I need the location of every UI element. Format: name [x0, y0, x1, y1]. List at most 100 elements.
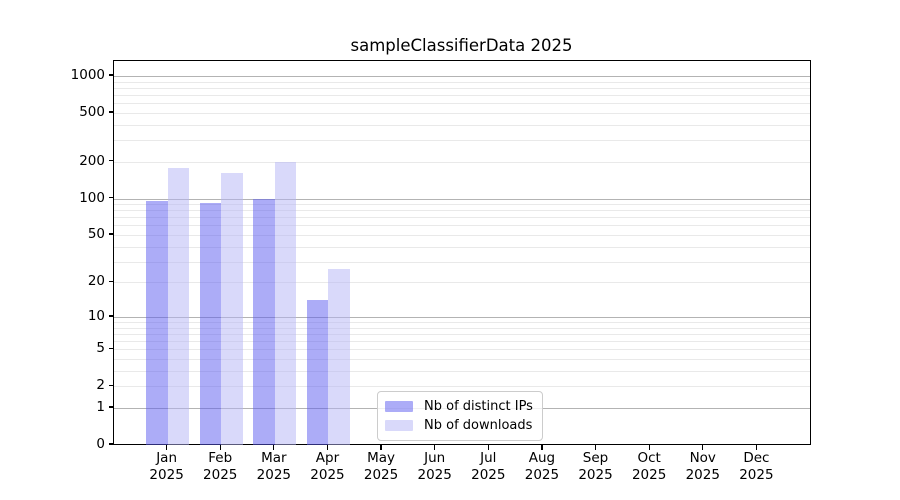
x-tick-mark-aug [541, 445, 543, 450]
gridline-minor-6 [114, 341, 810, 343]
bar-jan-downloads [167, 168, 190, 445]
x-tick-mark-mar [273, 445, 275, 450]
x-tick-year-jan: 2025 [149, 466, 184, 483]
y-tick-label-20: 20 [87, 273, 105, 290]
bar-apr-downloads [328, 268, 350, 445]
gridline-minor-500 [114, 112, 810, 114]
x-tick-mark-feb [219, 445, 221, 450]
x-tick-year-mar: 2025 [256, 466, 292, 483]
gridline-minor-2 [114, 386, 810, 388]
legend-item-downloads: Nb of downloads [385, 416, 533, 435]
y-tick-mark-0 [108, 443, 113, 445]
gridline-minor-20 [114, 282, 810, 284]
y-tick-mark-20 [108, 280, 113, 282]
gridline-minor-900 [114, 81, 810, 83]
gridline-minor-60 [114, 225, 810, 227]
x-tick-year-nov: 2025 [685, 466, 720, 483]
x-tick-month-jul: Jul [480, 450, 497, 466]
x-tick-month-dec: Dec [743, 450, 770, 466]
gridline-major-10 [114, 316, 810, 318]
x-tick-year-may: 2025 [363, 466, 399, 483]
x-tick-month-mar: Mar [261, 450, 287, 466]
gridline-major-1000 [114, 76, 810, 78]
x-tick-mark-nov [702, 445, 704, 450]
x-tick-year-aug: 2025 [524, 466, 560, 483]
y-tick-mark-1 [108, 406, 113, 408]
y-tick-mark-100 [108, 196, 113, 199]
y-tick-label-100: 100 [79, 189, 105, 206]
y-tick-mark-10 [108, 315, 113, 317]
x-tick-year-apr: 2025 [310, 466, 345, 483]
x-tick-month-may: May [367, 450, 396, 466]
gridline-minor-400 [114, 124, 810, 126]
gridline-minor-30 [114, 261, 810, 263]
x-tick-label-dec: Dec 2025 [716, 450, 796, 483]
y-tick-mark-1000 [108, 74, 113, 76]
bar-mar-distinct-ips [253, 199, 275, 445]
x-tick-month-jan: Jan [156, 450, 178, 466]
x-tick-label-nov: Nov 2025 [663, 450, 743, 483]
x-tick-mark-jun [434, 445, 436, 450]
bar-feb-distinct-ips [199, 203, 222, 445]
y-tick-label-500: 500 [79, 103, 105, 120]
x-tick-year-jun: 2025 [417, 466, 452, 483]
legend-swatch-distinct-ips [385, 401, 413, 412]
x-tick-year-jul: 2025 [471, 466, 506, 483]
x-tick-month-oct: Oct [637, 450, 661, 466]
y-tick-label-50: 50 [87, 226, 105, 242]
bar-mar-downloads [274, 162, 297, 445]
gridline-minor-3 [114, 370, 810, 372]
x-tick-label-jun: Jun 2025 [395, 450, 475, 483]
gridline-minor-800 [114, 87, 810, 89]
y-tick-label-1: 1 [96, 398, 105, 415]
gridline-minor-40 [114, 246, 810, 248]
bar-apr-distinct-ips [307, 300, 329, 445]
x-tick-month-aug: Aug [528, 450, 556, 466]
gridline-minor-9 [114, 322, 810, 324]
bar-jan-distinct-ips [146, 201, 168, 445]
x-tick-mark-jul [487, 445, 489, 450]
x-tick-year-feb: 2025 [203, 466, 238, 483]
legend-label-distinct-ips: Nb of distinct IPs [424, 398, 533, 414]
gridline-minor-70 [114, 217, 810, 219]
x-tick-label-mar: Mar 2025 [234, 450, 314, 483]
y-tick-label-5: 5 [96, 340, 105, 357]
x-tick-month-feb: Feb [208, 450, 233, 466]
x-tick-month-jun: Jun [424, 450, 446, 466]
x-tick-year-dec: 2025 [739, 466, 774, 483]
y-tick-mark-500 [108, 111, 113, 113]
gridline-minor-80 [114, 210, 810, 212]
x-tick-label-jul: Jul 2025 [448, 450, 528, 483]
y-tick-mark-50 [108, 233, 113, 235]
y-tick-mark-2 [108, 384, 113, 386]
x-tick-mark-jan [166, 445, 168, 450]
y-tick-label-0: 0 [96, 436, 105, 452]
y-tick-label-200: 200 [79, 152, 105, 169]
x-tick-month-apr: Apr [315, 450, 340, 466]
gridline-minor-600 [114, 103, 810, 105]
x-tick-mark-may [380, 445, 382, 450]
y-tick-label-1000: 1000 [70, 67, 105, 84]
legend: Nb of distinct IPs Nb of downloads [377, 391, 543, 441]
x-tick-label-feb: Feb 2025 [180, 450, 260, 483]
gridline-minor-4 [114, 359, 810, 361]
x-tick-label-jan: Jan 2025 [127, 450, 207, 483]
gridline-minor-7 [114, 333, 810, 335]
y-tick-mark-200 [108, 160, 113, 162]
legend-item-distinct-ips: Nb of distinct IPs [385, 397, 533, 416]
gridline-minor-300 [114, 140, 810, 142]
legend-label-downloads: Nb of downloads [424, 417, 533, 433]
gridline-minor-200 [114, 161, 810, 163]
x-tick-mark-oct [648, 445, 650, 450]
gridline-minor-8 [114, 327, 810, 329]
x-tick-label-aug: Aug 2025 [502, 450, 582, 483]
legend-swatch-downloads [385, 420, 413, 431]
plot-area [113, 60, 811, 445]
bar-feb-downloads [221, 172, 243, 445]
x-tick-mark-apr [326, 445, 329, 450]
x-tick-label-sep: Sep 2025 [556, 450, 636, 483]
gridline-minor-50 [114, 235, 810, 236]
gridline-minor-700 [114, 95, 810, 97]
x-tick-year-sep: 2025 [578, 466, 613, 483]
